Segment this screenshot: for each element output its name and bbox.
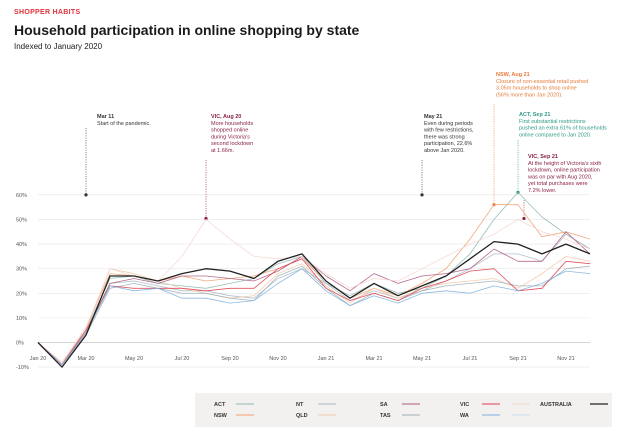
legend-label: ACT: [214, 402, 226, 408]
x-tick-label: Jul 20: [175, 356, 190, 362]
x-tick-label: Nov 20: [269, 356, 286, 362]
annotation-text: at 1.66m.: [211, 148, 234, 154]
annotation-text: Start of the pandemic.: [97, 121, 151, 127]
series-line-sa: [37, 231, 591, 366]
annotation-text: VIC, Sep 21: [528, 154, 558, 160]
x-tick-label: May 21: [413, 356, 431, 362]
x-tick-label: Sep 20: [221, 356, 238, 362]
series-line-australia: [37, 240, 591, 368]
annotation-text: ACT, Sep 21: [519, 112, 550, 118]
annotation-text: NSW, Aug 21: [496, 72, 530, 78]
x-tick-label: Sep 21: [509, 356, 526, 362]
legend-panel: [195, 393, 612, 427]
y-tick-label: 0%: [16, 340, 24, 346]
x-tick-label: Mar 21: [365, 356, 382, 362]
section-kicker: SHOPPER HABITS: [14, 9, 81, 16]
annotation-text: online compared to Jan 2020.: [519, 132, 592, 138]
annotation-text: during Victoria's: [211, 134, 250, 140]
annotation-text: May 21: [424, 114, 442, 120]
annotation-text: 7.2% lower.: [528, 188, 557, 194]
y-tick-label: 60%: [16, 193, 27, 199]
legend-label: WA: [460, 413, 469, 419]
legend-label: VIC: [460, 402, 469, 408]
y-tick-label: -10%: [16, 365, 29, 371]
annotation-text: Mar 11: [97, 114, 114, 120]
series-line-wa: [37, 268, 591, 366]
y-tick-label: 50%: [16, 217, 27, 223]
annotation-text: pushed an extra 61% of households: [519, 126, 607, 132]
series-line-act: [37, 191, 591, 366]
annotation-text: second lockdown: [211, 141, 253, 147]
annotation-text: was on par with Aug 2020,: [527, 174, 593, 180]
legend-label: SA: [380, 402, 388, 408]
chart-title: Household participation in online shoppi…: [14, 22, 360, 38]
series-line-nt: [37, 233, 591, 366]
x-tick-label: Jul 21: [463, 356, 478, 362]
x-tick-label: May 20: [125, 356, 143, 362]
series-line-vic: [37, 258, 591, 366]
annotation-text: shopped online: [211, 128, 248, 134]
x-tick-label: Mar 20: [77, 356, 94, 362]
series-line-tas: [37, 265, 591, 366]
annotation-text: there was strong: [424, 134, 465, 140]
y-axis: -10% 0% 10% 20% 30% 40% 50% 60%: [16, 193, 29, 371]
legend-label: QLD: [296, 413, 308, 419]
y-tick-label: 10%: [16, 316, 27, 322]
annotation-text: More households: [211, 121, 253, 127]
series-lines: [37, 191, 591, 368]
legend-label: NT: [296, 402, 304, 408]
y-tick-label: 30%: [16, 267, 27, 273]
series-line-nsw: [37, 204, 591, 366]
annotation-text: (56% more than Jan 2020).: [496, 92, 563, 98]
series-line-qld: [37, 255, 591, 363]
legend-label: TAS: [380, 413, 391, 419]
y-tick-label: 40%: [16, 242, 27, 248]
annotation-marker: [84, 193, 88, 197]
x-tick-label: Nov 21: [557, 356, 574, 362]
annotation-text: participation, 22.6%: [424, 141, 472, 147]
x-axis: Jan 20 Mar 20 May 20 Jul 20 Sep 20 Nov 20 Jan …: [30, 356, 575, 362]
series-line-unlabelled-8: [37, 218, 591, 363]
annotation-text: lockdown, online participation: [528, 168, 600, 174]
annotation-marker: [420, 193, 424, 197]
legend: ACT NSW NT QLD SA TAS VIC WA AUSTRALIA: [214, 402, 608, 419]
annotation-text: above Jan 2020.: [424, 148, 465, 154]
annotation-text: VIC, Aug 20: [211, 114, 241, 120]
gridlines: [38, 194, 590, 368]
y-tick-label: 20%: [16, 291, 27, 297]
annotation-marker: [204, 216, 208, 221]
annotation-text: At the height of Victoria's sixth: [528, 161, 601, 167]
annotation-text: Closure of non-essential retail pushed: [496, 79, 588, 85]
annotation-text: with few restrictions,: [423, 128, 474, 134]
annotation-text: yet total purchases were: [528, 181, 588, 187]
chart-subtitle: Indexed to January 2020: [14, 42, 103, 51]
x-tick-label: Jan 21: [318, 356, 335, 362]
legend-label: AUSTRALIA: [540, 402, 572, 408]
x-tick-label: Jan 20: [30, 356, 47, 362]
annotation-text: Even during periods: [424, 121, 473, 127]
annotation-marker: [522, 216, 526, 221]
annotation-text: First substantial restrictions: [519, 119, 586, 125]
legend-label: NSW: [214, 413, 228, 419]
annotation-text: 3.05m households to shop online: [496, 86, 577, 92]
